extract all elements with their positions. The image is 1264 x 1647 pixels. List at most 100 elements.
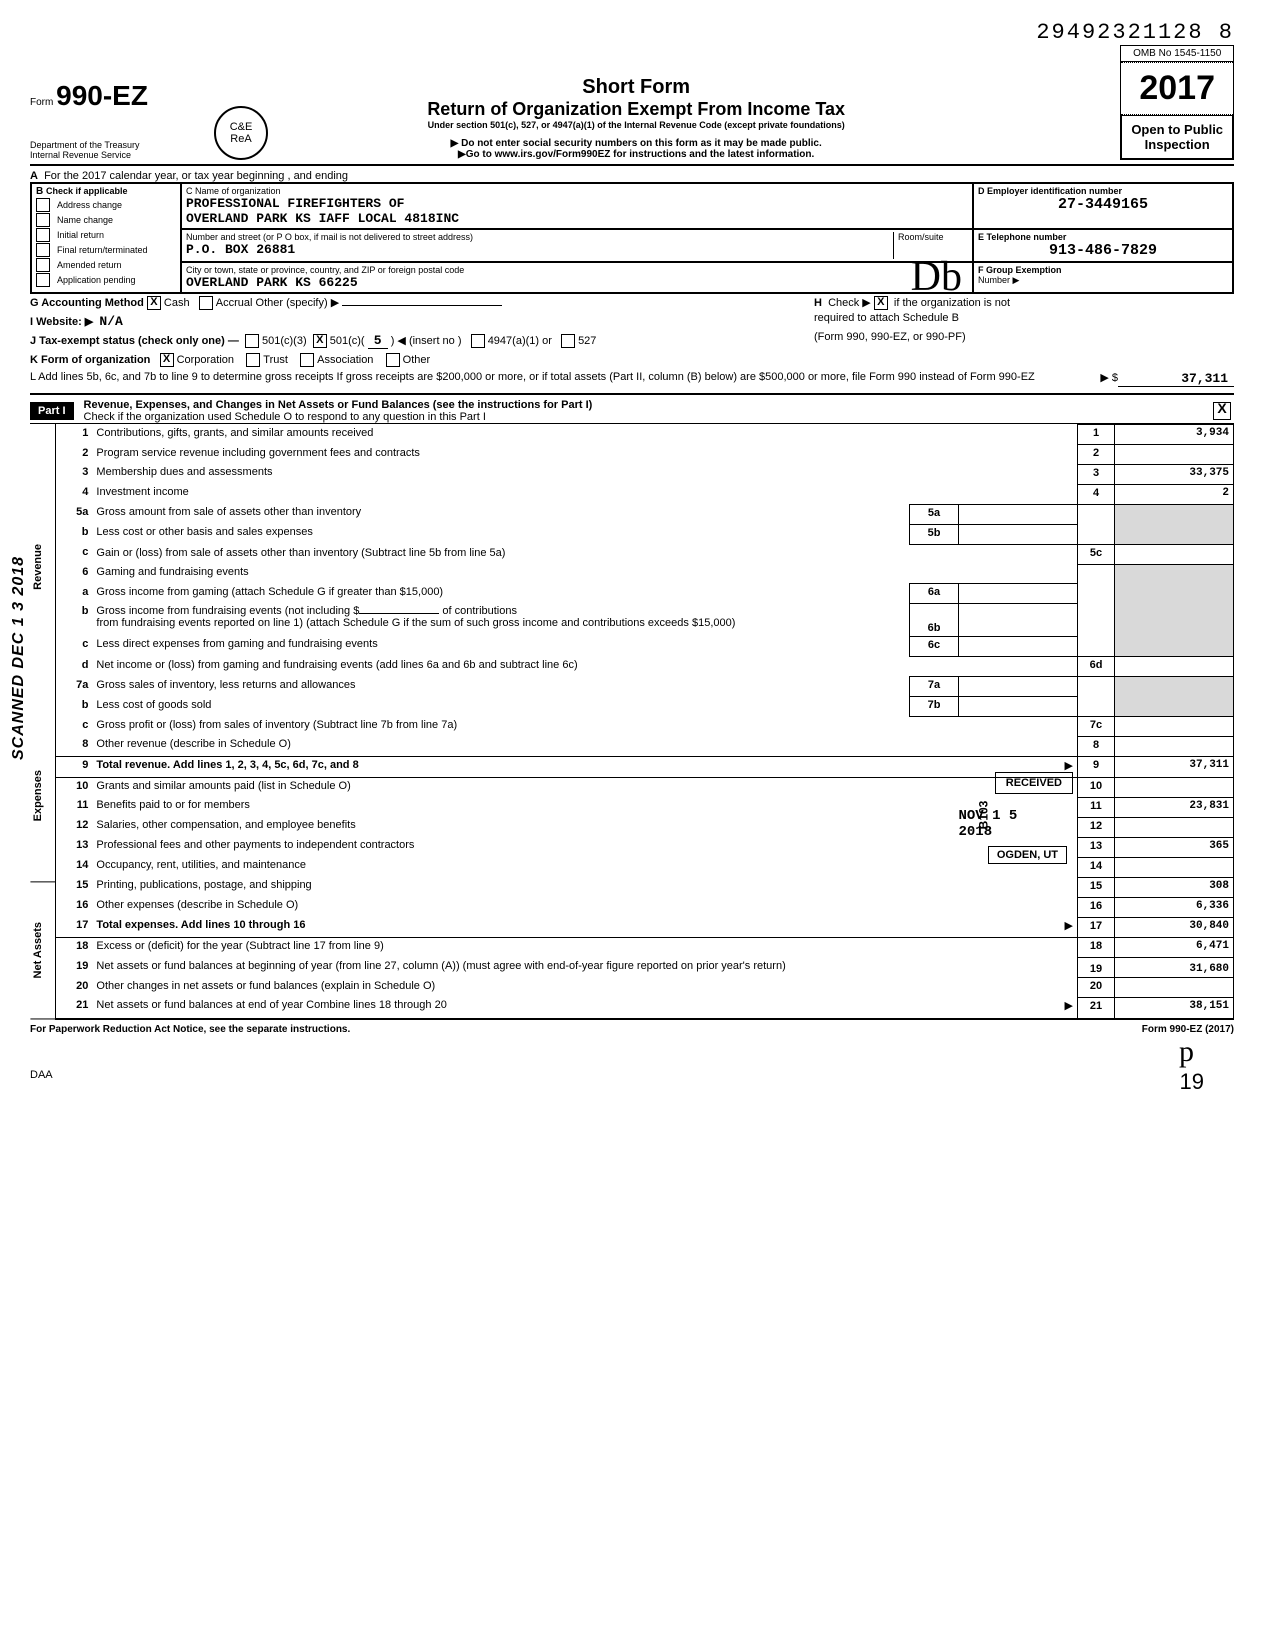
- row-18: 18Excess or (deficit) for the year (Subt…: [56, 938, 1233, 958]
- daa-label: DAA: [30, 1069, 53, 1095]
- row-8: 8Other revenue (describe in Schedule O)8: [56, 736, 1233, 756]
- side-expenses: Expenses: [30, 710, 55, 882]
- initials-mark: Db: [911, 253, 962, 301]
- c-close: ) ◀ (insert no ): [391, 335, 462, 347]
- street-value: P.O. BOX 26881: [186, 242, 893, 257]
- org-name-1: PROFESSIONAL FIREFIGHTERS OF: [186, 196, 968, 211]
- row-16: 16Other expenses (describe in Schedule O…: [56, 897, 1233, 917]
- footer-right: Form 990-EZ (2017): [1142, 1024, 1234, 1035]
- subtitle: Under section 501(c), 527, or 4947(a)(1)…: [282, 120, 990, 130]
- chk-527[interactable]: [561, 334, 575, 348]
- box-e: E Telephone number 913-486-7829: [973, 229, 1233, 262]
- line-g-h: G Accounting Method XCash Accrual Other …: [30, 294, 1234, 312]
- row-17: 17Total expenses. Add lines 10 through 1…: [56, 917, 1233, 938]
- row-20: 20Other changes in net assets or fund ba…: [56, 978, 1233, 998]
- chk-other[interactable]: [386, 353, 400, 367]
- dept-label: Department of the Treasury Internal Reve…: [30, 140, 200, 160]
- side-revenue: Revenue: [30, 424, 55, 710]
- footer: For Paperwork Reduction Act Notice, see …: [30, 1024, 1234, 1035]
- website-value: N/A: [99, 314, 122, 329]
- chk-address[interactable]: Address change: [36, 198, 176, 212]
- line-i-h2: I Website: ▶ N/A required to attach Sche…: [30, 312, 1234, 331]
- part1-header: Part I Revenue, Expenses, and Changes in…: [30, 399, 1234, 423]
- chk-amended[interactable]: Amended return: [36, 258, 176, 272]
- assoc-label: Association: [317, 354, 373, 366]
- org-name-2: OVERLAND PARK KS IAFF LOCAL 4818INC: [186, 211, 968, 226]
- city-label: City or town, state or province, country…: [186, 265, 968, 275]
- line-g-label: G Accounting Method: [30, 297, 144, 309]
- chk-trust[interactable]: [246, 353, 260, 367]
- row-6c: cLess direct expenses from gaming and fu…: [56, 636, 1233, 656]
- chk-corp[interactable]: X: [160, 353, 174, 367]
- chk-501c3[interactable]: [245, 334, 259, 348]
- c3-label: 501(c)(3): [262, 335, 307, 347]
- box-c: C Name of organization PROFESSIONAL FIRE…: [181, 183, 973, 229]
- box-f-label: F Group Exemption: [978, 265, 1228, 275]
- line-h-cont2: (Form 990, 990-EZ, or 990-PF): [814, 331, 1234, 351]
- box-c-city: City or town, state or province, country…: [181, 262, 973, 293]
- box-b-title: B Check if applicable: [36, 186, 176, 197]
- box-f: F Group Exemption Number ▶: [973, 262, 1233, 293]
- header-row: Form 990-EZ Department of the Treasury I…: [30, 20, 1234, 160]
- form-number: 990-EZ: [56, 80, 148, 111]
- 527-label: 527: [578, 335, 596, 347]
- row-6b: bGross income from fundraising events (n…: [56, 603, 1233, 636]
- chk-4947[interactable]: [471, 334, 485, 348]
- row-1: 1Contributions, gifts, grants, and simil…: [56, 425, 1233, 445]
- street-label: Number and street (or P O box, if mail i…: [186, 232, 893, 242]
- omb-number: OMB No 1545-1150: [1121, 46, 1233, 62]
- box-e-label: E Telephone number: [978, 232, 1228, 242]
- box-d-label: D Employer identification number: [978, 186, 1228, 196]
- part1-title: Revenue, Expenses, and Changes in Net As…: [84, 399, 593, 411]
- short-form-title: Short Form: [282, 76, 990, 99]
- accrual-label: Accrual Other (specify) ▶: [216, 297, 339, 309]
- b103-stamp: B103: [976, 801, 990, 830]
- chk-initial[interactable]: Initial return: [36, 228, 176, 242]
- row-7b: bLess cost of goods sold7b: [56, 697, 1233, 717]
- part1-checkbox[interactable]: X: [1213, 402, 1231, 420]
- row-19: 19Net assets or fund balances at beginni…: [56, 958, 1233, 978]
- c-num: 5: [368, 333, 388, 349]
- corp-label: Corporation: [177, 354, 234, 366]
- goto-line: ▶Go to www.irs.gov/Form990EZ for instruc…: [282, 149, 990, 160]
- phone-value: 913-486-7829: [978, 242, 1228, 259]
- ogden-stamp: OGDEN, UT: [988, 846, 1067, 864]
- circle-stamp: C&E ReA: [214, 106, 268, 160]
- line-a: A For the 2017 calendar year, or tax yea…: [30, 170, 1234, 182]
- chk-pending[interactable]: Application pending: [36, 273, 176, 287]
- line-l: L Add lines 5b, 6c, and 7b to line 9 to …: [30, 369, 1234, 389]
- row-5b: bLess cost or other basis and sales expe…: [56, 524, 1233, 544]
- row-5c: cGain or (loss) from sale of assets othe…: [56, 544, 1233, 564]
- line-k-label: K Form of organization: [30, 354, 150, 366]
- row-6a: aGross income from gaming (attach Schedu…: [56, 584, 1233, 604]
- box-f-number: Number ▶: [978, 275, 1228, 286]
- side-net: Net Assets: [30, 882, 55, 1019]
- row-7a: 7aGross sales of inventory, less returns…: [56, 677, 1233, 697]
- part1-check-line: Check if the organization used Schedule …: [84, 411, 486, 423]
- form-prefix: Form 990-EZ: [30, 80, 200, 112]
- cash-label: Cash: [164, 297, 190, 309]
- dln-number: 29492321128 8: [1036, 20, 1234, 45]
- chk-final[interactable]: Final return/terminated: [36, 243, 176, 257]
- chk-h[interactable]: X: [874, 296, 888, 310]
- row-2: 2Program service revenue including gover…: [56, 445, 1233, 465]
- chk-501c[interactable]: X: [313, 334, 327, 348]
- row-4: 4Investment income42: [56, 484, 1233, 504]
- line-h-cont: required to attach Schedule B: [814, 312, 1234, 331]
- ein-value: 27-3449165: [978, 196, 1228, 213]
- row-6d: dNet income or (loss) from gaming and fu…: [56, 657, 1233, 677]
- room-label: Room/suite: [898, 232, 968, 242]
- chk-assoc[interactable]: [300, 353, 314, 367]
- chk-name[interactable]: Name change: [36, 213, 176, 227]
- received-stamp: RECEIVED: [995, 772, 1073, 794]
- footer-left: For Paperwork Reduction Act Notice, see …: [30, 1024, 350, 1035]
- warn-line: ▶ Do not enter social security numbers o…: [282, 138, 990, 149]
- box-c-label: C Name of organization: [186, 186, 968, 196]
- line-l-arrow: ▶ $: [1058, 371, 1118, 387]
- box-d: D Employer identification number 27-3449…: [973, 183, 1233, 229]
- hand-page-num: 19: [1180, 1069, 1234, 1095]
- line-j: J Tax-exempt status (check only one) — 5…: [30, 331, 1234, 351]
- line-j-label: J Tax-exempt status (check only one) —: [30, 335, 239, 347]
- chk-accrual[interactable]: [199, 296, 213, 310]
- chk-cash[interactable]: X: [147, 296, 161, 310]
